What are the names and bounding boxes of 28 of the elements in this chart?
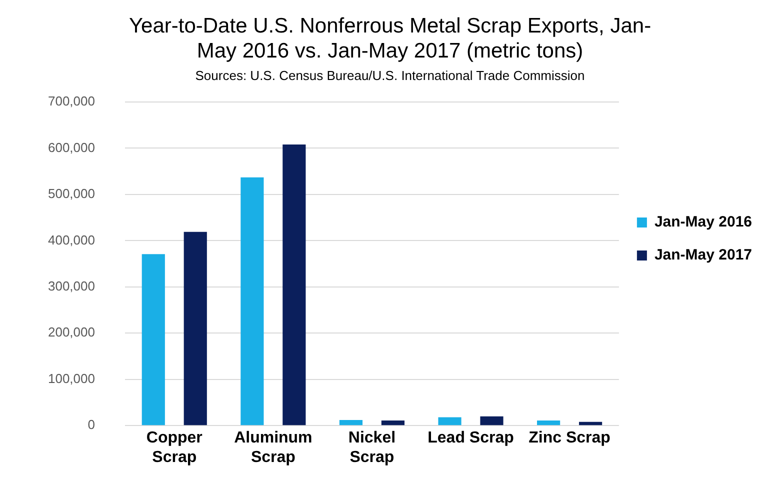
bar: [438, 417, 462, 426]
y-tick-label: 0: [88, 417, 95, 432]
chart-subtitle: Sources: U.S. Census Bureau/U.S. International Trade Commission: [195, 68, 585, 83]
bar: [381, 420, 405, 426]
bar: [282, 144, 306, 426]
y-tick-label: 400,000: [48, 232, 95, 248]
legend-label: Jan-May 2016: [654, 214, 752, 231]
legend-label: Jan-May 2017: [654, 246, 752, 264]
text: May 2016 vs. Jan-May 2017 (metric tons): [196, 40, 584, 63]
text: Year-to-Date U.S. Nonferrous Metal Scrap Exports, Jan-: [128, 14, 652, 38]
x-tick-label: Zinc Scrap: [528, 430, 611, 447]
y-tick-label: 100,000: [48, 370, 95, 386]
bar: [240, 177, 264, 426]
bar: [537, 420, 560, 426]
bar: [142, 254, 165, 426]
bar: [339, 420, 363, 426]
y-tick-label: 200,000: [48, 324, 95, 340]
bar: [184, 232, 207, 426]
y-tick-label: 300,000: [48, 278, 95, 294]
y-tick-label: 700,000: [48, 94, 95, 109]
bar: [480, 416, 504, 426]
x-tick-label: Nickel Scrap: [348, 430, 396, 466]
y-tick-label: 500,000: [48, 186, 95, 202]
bar: [578, 422, 602, 426]
x-tick-label: Aluminum Scrap: [234, 430, 312, 466]
x-tick-label: Copper Scrap: [146, 430, 202, 466]
y-tick-label: 600,000: [48, 140, 95, 155]
x-tick-label: Lead Scrap: [428, 430, 514, 447]
